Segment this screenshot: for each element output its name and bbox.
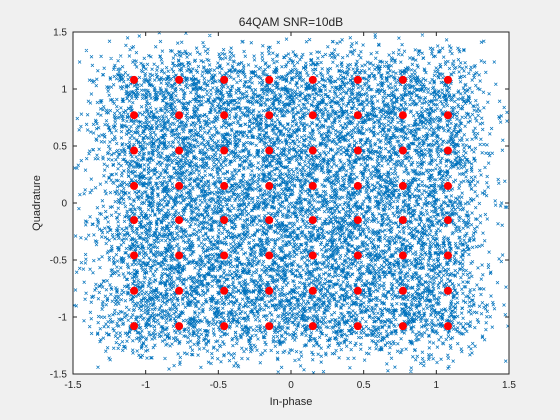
y-tick-label: 0 [61,199,67,210]
chart-title: 64QAM SNR=10dB [239,15,343,29]
constellation-point [443,216,452,225]
constellation-point [398,286,407,295]
constellation-point [265,181,274,190]
y-axis-label: Quadrature [31,175,43,231]
constellation-point [130,181,139,190]
constellation-point [175,251,184,260]
constellation-point [398,111,407,120]
constellation-point [265,286,274,295]
constellation-point [130,111,139,120]
constellation-point [443,322,452,331]
constellation-point [130,75,139,84]
constellation-point [353,286,362,295]
constellation-point [398,322,407,331]
x-axis-label: In-phase [270,396,313,408]
constellation-point [308,322,317,331]
constellation-point [398,75,407,84]
constellation-point [443,251,452,260]
constellation-point [220,181,229,190]
x-tick-label: -1 [141,380,150,391]
constellation-point [175,181,184,190]
constellation-point [130,146,139,155]
constellation-point [265,251,274,260]
constellation-point [398,146,407,155]
constellation-point [265,216,274,225]
x-tick-label: 0 [288,380,294,391]
constellation-point [220,216,229,225]
constellation-point [130,322,139,331]
constellation-point [398,251,407,260]
constellation-point [175,216,184,225]
constellation-point [175,75,184,84]
constellation-point [443,286,452,295]
constellation-point [175,286,184,295]
constellation-point [308,146,317,155]
constellation-point [220,322,229,331]
constellation-point [220,286,229,295]
constellation-point [398,216,407,225]
y-tick-label: 0.5 [53,142,67,153]
constellation-point [175,111,184,120]
y-tick-label: 1.5 [53,28,67,39]
x-tick-label: 1.5 [502,380,516,391]
constellation-point [130,286,139,295]
constellation-point [308,216,317,225]
x-tick-label: 0.5 [357,380,371,391]
constellation-point [443,181,452,190]
constellation-point [220,251,229,260]
constellation-point [398,181,407,190]
constellation-point [353,251,362,260]
constellation-point [443,75,452,84]
constellation-point [353,111,362,120]
constellation-point [308,251,317,260]
constellation-point [175,146,184,155]
constellation-points-series [130,75,452,331]
axis-ticks: -1.5 -1 -0.5 0 0.5 1 1.5 -1.5 -1 -0.5 0 0.5 1 1.5 [50,28,517,392]
constellation-point [308,75,317,84]
constellation-point [265,75,274,84]
constellation-point [308,181,317,190]
constellation-point [265,322,274,331]
constellation-point [220,146,229,155]
constellation-point [443,146,452,155]
constellation-point [265,146,274,155]
constellation-point [308,111,317,120]
constellation-point [130,251,139,260]
constellation-point [353,75,362,84]
constellation-point [220,111,229,120]
y-tick-label: -0.5 [50,256,68,267]
constellation-point [353,216,362,225]
constellation-point [308,286,317,295]
y-tick-label: 1 [61,85,67,96]
constellation-point [130,216,139,225]
constellation-point [353,146,362,155]
y-tick-label: -1 [58,313,67,324]
x-tick-label: -1.5 [64,380,82,391]
constellation-point [353,181,362,190]
x-tick-label: -0.5 [210,380,228,391]
constellation-point [220,75,229,84]
constellation-point [265,111,274,120]
y-tick-label: -1.5 [50,370,68,381]
constellation-point [175,322,184,331]
x-tick-label: 1 [434,380,440,391]
constellation-point [443,111,452,120]
constellation-point [353,322,362,331]
